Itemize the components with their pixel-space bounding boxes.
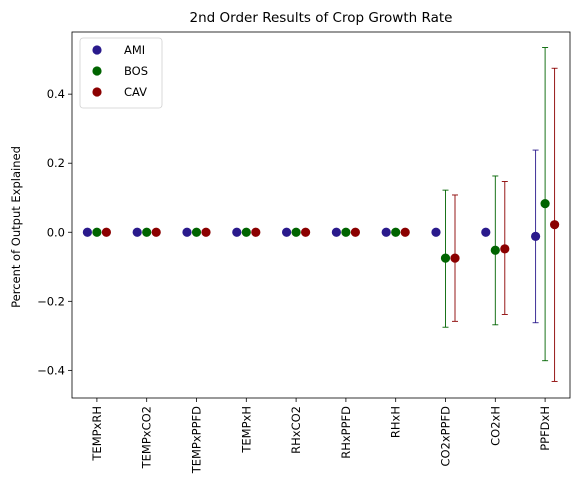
plot-frame: [71, 31, 571, 399]
x-tick-label: RHxCO2: [289, 406, 303, 454]
data-point: [381, 227, 391, 237]
data-point: [450, 253, 460, 263]
x-tick-label: RHxH: [389, 406, 403, 438]
legend-label: AMI: [124, 43, 145, 57]
legend-marker: [92, 66, 102, 76]
data-point: [490, 245, 500, 255]
data-point: [251, 227, 261, 237]
data-point: [431, 227, 441, 237]
y-tick-label: −0.2: [37, 294, 65, 308]
data-point: [282, 227, 292, 237]
data-point: [132, 227, 142, 237]
legend-label: CAV: [124, 85, 147, 99]
x-tick-label: RHxPPFD: [339, 406, 353, 459]
data-point: [92, 227, 102, 237]
data-point: [391, 227, 401, 237]
legend-marker: [92, 87, 102, 97]
data-point: [481, 227, 491, 237]
data-point: [241, 227, 251, 237]
data-point: [500, 244, 510, 254]
data-point: [151, 227, 161, 237]
x-tick-label: CO2xPPFD: [439, 406, 453, 467]
plot-area: −0.4 −0.2 0.0 0.2 0.4 TEMPxRH TEMPxCO2 TEMPxPPF…: [37, 31, 571, 474]
data-point: [291, 227, 301, 237]
data-point: [350, 227, 360, 237]
data-point: [341, 227, 351, 237]
legend-box: [79, 37, 163, 109]
legend-label: BOS: [124, 64, 148, 78]
x-tick-label: TEMPxH: [239, 406, 253, 454]
chart-title: 2nd Order Results of Crop Growth Rate: [190, 10, 453, 26]
y-tick-label: 0.2: [47, 156, 65, 170]
data-point: [540, 199, 550, 209]
data-point: [301, 227, 311, 237]
data-point: [191, 227, 202, 237]
x-tick-label: TEMPxCO2: [140, 406, 154, 469]
data-point: [400, 227, 410, 237]
data-point: [82, 227, 92, 237]
data-point: [232, 227, 242, 237]
x-tick-label: TEMPxRH: [90, 406, 104, 462]
series-bos: [92, 47, 550, 362]
x-tick-label: CO2xH: [488, 406, 502, 446]
data-point: [440, 253, 451, 263]
data-point: [531, 231, 541, 242]
x-tick-label: TEMPxPPFD: [190, 406, 204, 474]
y-tick-label: 0.4: [47, 87, 65, 101]
data-point: [201, 227, 211, 237]
data-point: [142, 227, 152, 237]
y-tick-label: −0.4: [37, 363, 65, 377]
x-tick-label: PPFDxH: [538, 406, 552, 451]
data-point: [182, 227, 192, 237]
legend-marker: [92, 45, 102, 55]
series-ami: [82, 149, 541, 324]
legend: AMI BOS CAV: [79, 37, 163, 109]
y-axis-label: Percent of Output Explained: [9, 146, 23, 308]
y-tick-label: 0.0: [47, 225, 65, 239]
data-point: [101, 227, 111, 237]
series-cav: [101, 67, 560, 382]
data-point: [550, 220, 560, 230]
data-point: [331, 227, 341, 237]
